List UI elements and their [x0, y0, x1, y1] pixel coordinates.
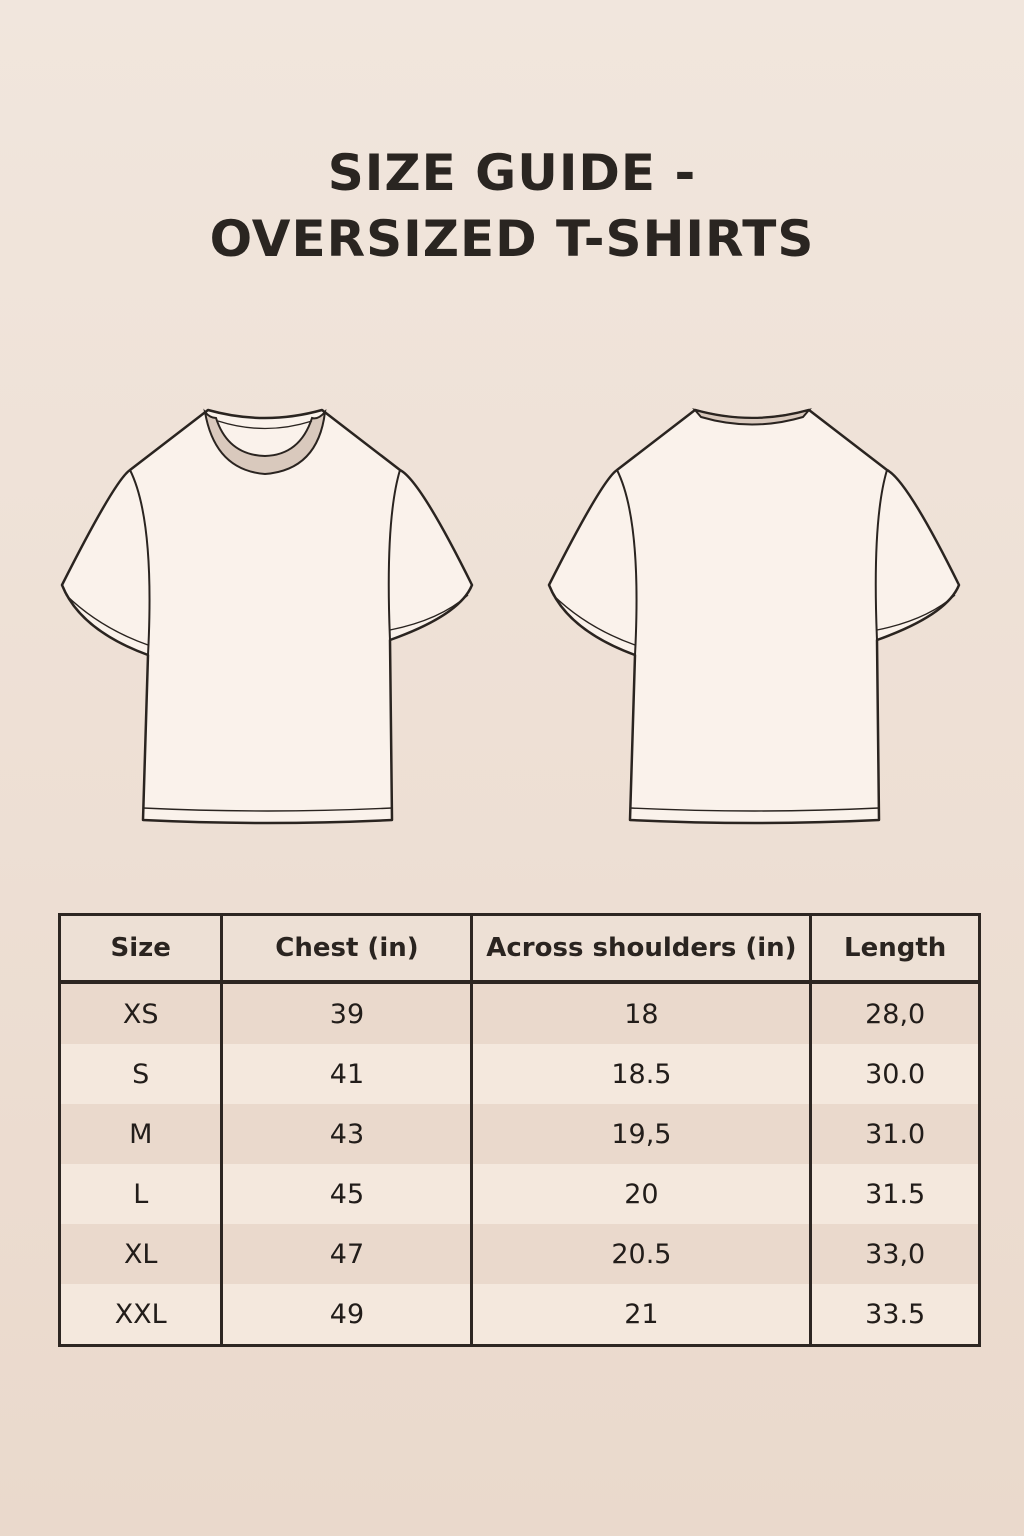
size-table: Size Chest (in) Across shoulders (in) Le…	[57, 913, 981, 1347]
table-header-row: Size Chest (in) Across shoulders (in) Le…	[57, 914, 981, 984]
header-shoulders: Across shoulders (in)	[470, 914, 813, 984]
table-row: L 45 20 31.5	[57, 1164, 981, 1224]
cell-chest: 45	[220, 1164, 474, 1224]
cell-length: 30.0	[809, 1044, 981, 1104]
table-row: XS 39 18 28,0	[57, 982, 981, 1044]
cell-length: 31.0	[809, 1104, 981, 1164]
page-title: SIZE GUIDE - OVERSIZED T-SHIRTS	[0, 140, 1024, 272]
cell-size: XXL	[57, 1284, 224, 1346]
title-line-2: OVERSIZED T-SHIRTS	[209, 210, 815, 268]
cell-length: 28,0	[809, 982, 981, 1044]
header-size: Size	[57, 914, 224, 984]
cell-shoulders: 21	[470, 1284, 813, 1346]
cell-chest: 47	[220, 1224, 474, 1284]
title-line-1: SIZE GUIDE -	[327, 144, 697, 202]
header-length: Length	[809, 914, 981, 984]
table-row: XL 47 20.5 33,0	[57, 1224, 981, 1284]
header-chest: Chest (in)	[220, 914, 474, 984]
table-row: S 41 18.5 30.0	[57, 1044, 981, 1104]
cell-shoulders: 19,5	[470, 1104, 813, 1164]
table-row: M 43 19,5 31.0	[57, 1104, 981, 1164]
cell-chest: 39	[220, 982, 474, 1044]
cell-shoulders: 20.5	[470, 1224, 813, 1284]
cell-chest: 41	[220, 1044, 474, 1104]
cell-size: M	[57, 1104, 224, 1164]
table-row: XXL 49 21 33.5	[57, 1284, 981, 1346]
cell-shoulders: 18	[470, 982, 813, 1044]
cell-length: 33,0	[809, 1224, 981, 1284]
cell-length: 31.5	[809, 1164, 981, 1224]
cell-size: S	[57, 1044, 224, 1104]
cell-size: XS	[57, 982, 224, 1044]
t-shirt-illustrations	[60, 408, 961, 825]
cell-chest: 49	[220, 1284, 474, 1346]
cell-shoulders: 18.5	[470, 1044, 813, 1104]
t-shirt-front	[60, 408, 474, 825]
t-shirt-back	[547, 408, 961, 825]
cell-length: 33.5	[809, 1284, 981, 1346]
cell-shoulders: 20	[470, 1164, 813, 1224]
cell-size: XL	[57, 1224, 224, 1284]
cell-chest: 43	[220, 1104, 474, 1164]
cell-size: L	[57, 1164, 224, 1224]
